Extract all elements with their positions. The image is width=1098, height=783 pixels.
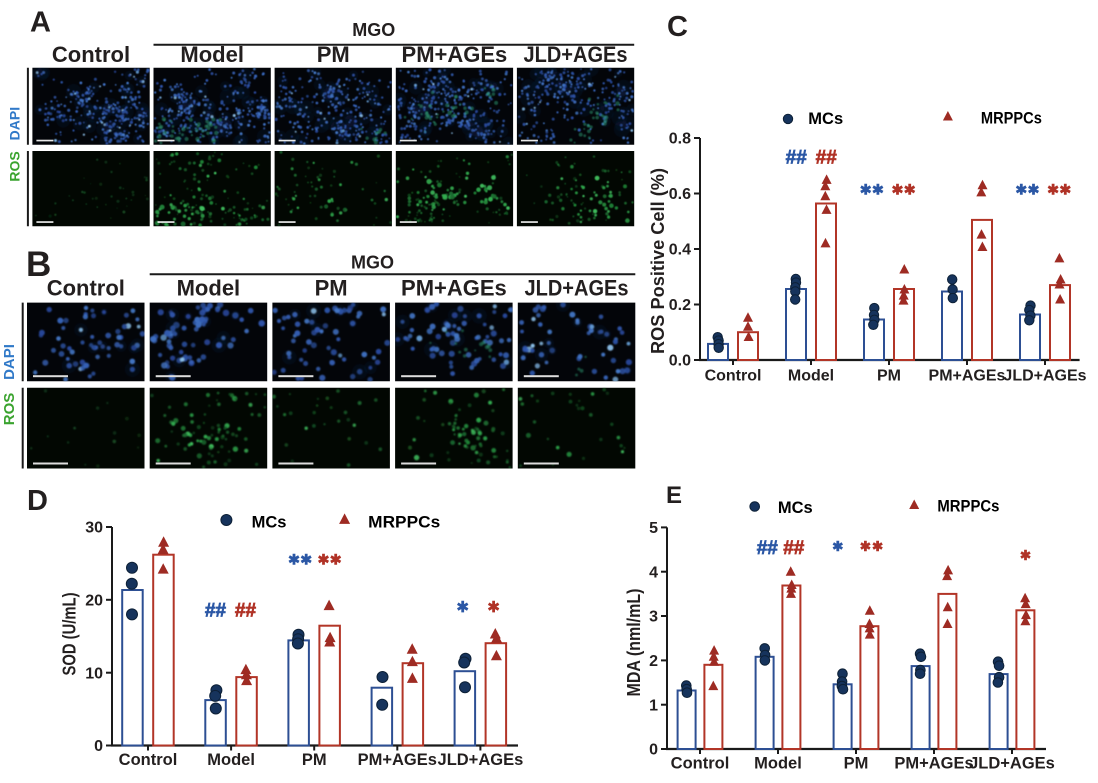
svg-text:ROS Positive Cell (%): ROS Positive Cell (%): [648, 168, 668, 354]
svg-text:Model: Model: [177, 276, 241, 301]
svg-text:MGO: MGO: [351, 253, 394, 273]
svg-text:0: 0: [94, 738, 103, 755]
svg-text:PM+AGEs: PM+AGEs: [929, 368, 1006, 385]
svg-text:MRPPCs: MRPPCs: [981, 109, 1042, 127]
svg-text:MDA (nml/mL): MDA (nml/mL): [624, 589, 644, 697]
svg-text:10: 10: [85, 665, 103, 682]
svg-text:B: B: [26, 245, 51, 284]
svg-text:Model: Model: [207, 751, 255, 769]
svg-text:0.0: 0.0: [669, 353, 691, 370]
svg-text:D: D: [27, 485, 48, 517]
svg-text:MGO: MGO: [352, 20, 395, 40]
svg-text:Model: Model: [788, 368, 834, 385]
svg-text:0.2: 0.2: [669, 297, 691, 314]
svg-text:JLD+AGEs: JLD+AGEs: [969, 755, 1055, 773]
svg-text:PM: PM: [877, 368, 901, 385]
svg-text:PM: PM: [317, 42, 350, 67]
svg-text:PM+AGEs: PM+AGEs: [402, 42, 508, 67]
svg-text:Control: Control: [119, 751, 178, 769]
svg-text:JLD+AGEs: JLD+AGEs: [524, 42, 628, 67]
svg-text:SOD (U/mL): SOD (U/mL): [60, 592, 80, 675]
svg-text:5: 5: [649, 520, 658, 537]
svg-text:A: A: [30, 6, 51, 38]
svg-text:Model: Model: [180, 42, 244, 67]
svg-text:Control: Control: [52, 42, 130, 67]
svg-text:JLD+AGEs: JLD+AGEs: [525, 276, 629, 301]
svg-text:MCs: MCs: [778, 499, 813, 517]
svg-text:MRPPCs: MRPPCs: [937, 498, 999, 516]
svg-text:MCs: MCs: [808, 110, 843, 128]
svg-text:DAPI: DAPI: [6, 107, 22, 140]
svg-text:Model: Model: [754, 755, 802, 773]
svg-text:2: 2: [649, 653, 658, 670]
svg-text:##: ##: [757, 538, 779, 559]
svg-text:Control: Control: [705, 368, 762, 385]
svg-text:JLD+AGEs: JLD+AGEs: [438, 751, 524, 769]
svg-text:1: 1: [649, 697, 658, 714]
svg-text:DAPI: DAPI: [1, 344, 18, 380]
svg-text:0.4: 0.4: [669, 242, 691, 259]
svg-text:MCs: MCs: [252, 514, 287, 532]
svg-text:ROS: ROS: [6, 151, 22, 181]
svg-text:##: ##: [205, 600, 227, 621]
svg-text:20: 20: [85, 592, 103, 609]
svg-text:PM+AGEs: PM+AGEs: [894, 755, 973, 773]
svg-text:##: ##: [816, 147, 838, 168]
svg-text:Control: Control: [47, 276, 125, 301]
svg-text:E: E: [666, 482, 682, 509]
svg-text:PM: PM: [302, 751, 327, 769]
svg-text:Control: Control: [671, 755, 730, 773]
svg-text:30: 30: [85, 520, 103, 537]
svg-text:##: ##: [786, 147, 808, 168]
svg-text:ROS: ROS: [1, 393, 18, 426]
svg-text:0.8: 0.8: [669, 131, 691, 148]
svg-text:PM: PM: [844, 755, 869, 773]
svg-text:C: C: [667, 11, 688, 43]
svg-text:PM+AGEs: PM+AGEs: [401, 276, 507, 301]
svg-text:JLD+AGEs: JLD+AGEs: [1003, 368, 1086, 385]
svg-text:##: ##: [783, 538, 805, 559]
svg-text:0.6: 0.6: [669, 186, 691, 203]
svg-text:4: 4: [649, 564, 658, 581]
svg-text:3: 3: [649, 609, 658, 626]
svg-text:0: 0: [649, 742, 658, 759]
svg-text:PM: PM: [315, 276, 348, 301]
svg-text:MRPPCs: MRPPCs: [368, 514, 440, 532]
svg-text:PM+AGEs: PM+AGEs: [358, 751, 437, 769]
svg-text:##: ##: [235, 600, 257, 621]
